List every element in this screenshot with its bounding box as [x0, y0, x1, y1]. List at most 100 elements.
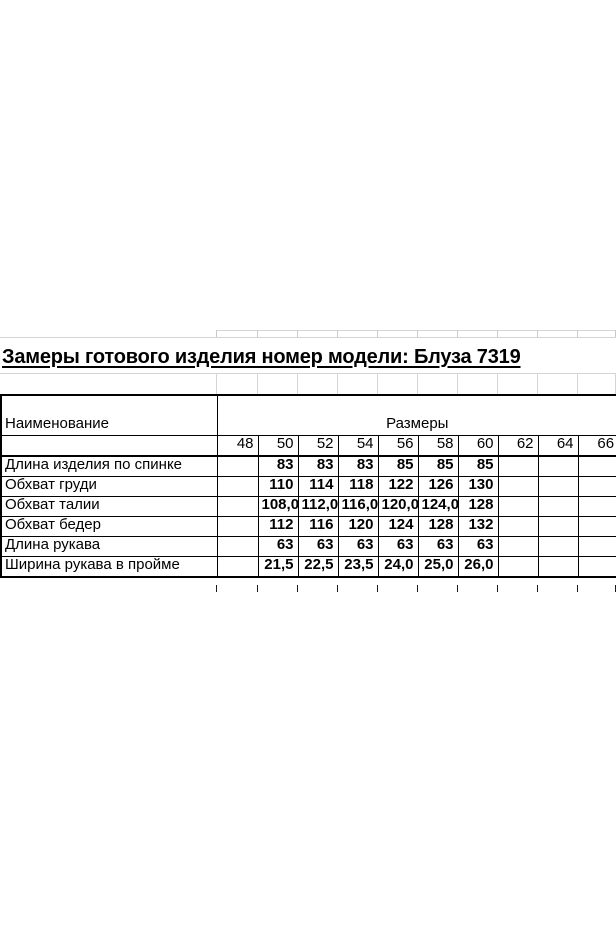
value-cell: 122 — [377, 476, 419, 497]
table-row: Ширина рукава в пройме 21,5 22,5 23,5 24… — [0, 556, 616, 578]
column-gridline — [497, 374, 498, 394]
column-gridline — [257, 374, 258, 394]
size-header-cell: 54 — [337, 434, 379, 457]
empty-cell — [0, 434, 218, 457]
value-cell: 108,0 — [257, 496, 299, 517]
column-gridline — [337, 374, 338, 394]
row-label: Обхват талии — [0, 496, 218, 517]
gridline-tick — [216, 585, 217, 592]
row-label: Длина изделия по спинке — [0, 455, 218, 477]
value-cell — [537, 496, 579, 517]
gridline-tick — [417, 330, 418, 337]
gridline-tick — [297, 330, 298, 337]
gridline-tick — [377, 585, 378, 592]
column-gridline — [537, 374, 538, 394]
value-cell: 85 — [377, 455, 419, 477]
column-gridline — [457, 374, 458, 394]
value-cell: 116 — [297, 516, 339, 537]
gridline-tick — [257, 585, 258, 592]
value-cell: 63 — [417, 536, 459, 557]
gridline-tick — [337, 585, 338, 592]
value-cell: 83 — [257, 455, 299, 477]
row-label: Обхват груди — [0, 476, 218, 497]
value-cell — [216, 556, 259, 578]
value-cell: 85 — [417, 455, 459, 477]
table-row: Обхват груди 110 114 118 122 126 130 — [0, 476, 616, 497]
table-row: Обхват талии 108,0 112,0 116,0 120,0 124… — [0, 496, 616, 517]
value-cell: 23,5 — [337, 556, 379, 578]
sizes-group-header: Размеры — [216, 394, 616, 436]
gridline-tick — [537, 585, 538, 592]
gridline-tick — [577, 585, 578, 592]
value-cell: 126 — [417, 476, 459, 497]
value-cell — [497, 455, 539, 477]
value-cell: 63 — [297, 536, 339, 557]
gridline-tick — [457, 585, 458, 592]
value-cell: 24,0 — [377, 556, 419, 578]
value-cell — [537, 516, 579, 537]
value-cell: 118 — [337, 476, 379, 497]
row-label: Ширина рукава в пройме — [0, 556, 218, 578]
gridline-tick — [297, 585, 298, 592]
value-cell: 114 — [297, 476, 339, 497]
value-cell — [577, 536, 616, 557]
row-label: Длина рукава — [0, 536, 218, 557]
value-cell — [577, 556, 616, 578]
value-cell: 26,0 — [457, 556, 499, 578]
value-cell: 21,5 — [257, 556, 299, 578]
value-cell — [497, 476, 539, 497]
value-cell — [216, 476, 259, 497]
value-cell: 110 — [257, 476, 299, 497]
value-cell: 63 — [257, 536, 299, 557]
gridline-tick — [337, 330, 338, 337]
value-cell — [537, 455, 579, 477]
value-cell: 83 — [337, 455, 379, 477]
size-header-cell: 62 — [497, 434, 539, 457]
size-header-cell: 64 — [537, 434, 579, 457]
size-header-cell: 66 — [577, 434, 616, 457]
size-header-cell: 58 — [417, 434, 459, 457]
value-cell: 63 — [377, 536, 419, 557]
value-cell — [497, 556, 539, 578]
name-column-header: Наименование — [0, 394, 218, 436]
size-header-cell: 52 — [297, 434, 339, 457]
row-label: Обхват бедер — [0, 516, 218, 537]
value-cell: 116,0 — [337, 496, 379, 517]
value-cell — [577, 516, 616, 537]
value-cell: 25,0 — [417, 556, 459, 578]
value-cell — [537, 556, 579, 578]
value-cell — [216, 516, 259, 537]
value-cell: 22,5 — [297, 556, 339, 578]
value-cell: 112 — [257, 516, 299, 537]
value-cell: 130 — [457, 476, 499, 497]
value-cell: 128 — [417, 516, 459, 537]
value-cell: 124,0 — [417, 496, 459, 517]
gridline-tick — [216, 330, 217, 337]
value-cell — [577, 455, 616, 477]
gridline-horizontal — [0, 337, 616, 338]
value-cell: 83 — [297, 455, 339, 477]
value-cell: 120 — [337, 516, 379, 537]
value-cell: 132 — [457, 516, 499, 537]
gridline-tick — [257, 330, 258, 337]
value-cell: 120,0 — [377, 496, 419, 517]
table-header-row: Наименование Размеры — [0, 394, 616, 436]
value-cell: 128 — [457, 496, 499, 517]
column-gridline — [297, 374, 298, 394]
table-row: Длина рукава 63 63 63 63 63 63 — [0, 536, 616, 557]
size-table: Наименование Размеры 48 50 52 54 56 58 6… — [0, 394, 616, 578]
gridline-horizontal — [0, 373, 616, 374]
value-cell — [577, 476, 616, 497]
size-header-cell: 48 — [216, 434, 259, 457]
value-cell — [577, 496, 616, 517]
value-cell — [537, 536, 579, 557]
table-row: Обхват бедер 112 116 120 124 128 132 — [0, 516, 616, 537]
column-gridline — [577, 374, 578, 394]
column-gridline — [216, 374, 217, 394]
value-cell — [216, 496, 259, 517]
value-cell — [537, 476, 579, 497]
value-cell — [216, 536, 259, 557]
column-gridline — [377, 374, 378, 394]
value-cell — [216, 455, 259, 477]
value-cell: 124 — [377, 516, 419, 537]
